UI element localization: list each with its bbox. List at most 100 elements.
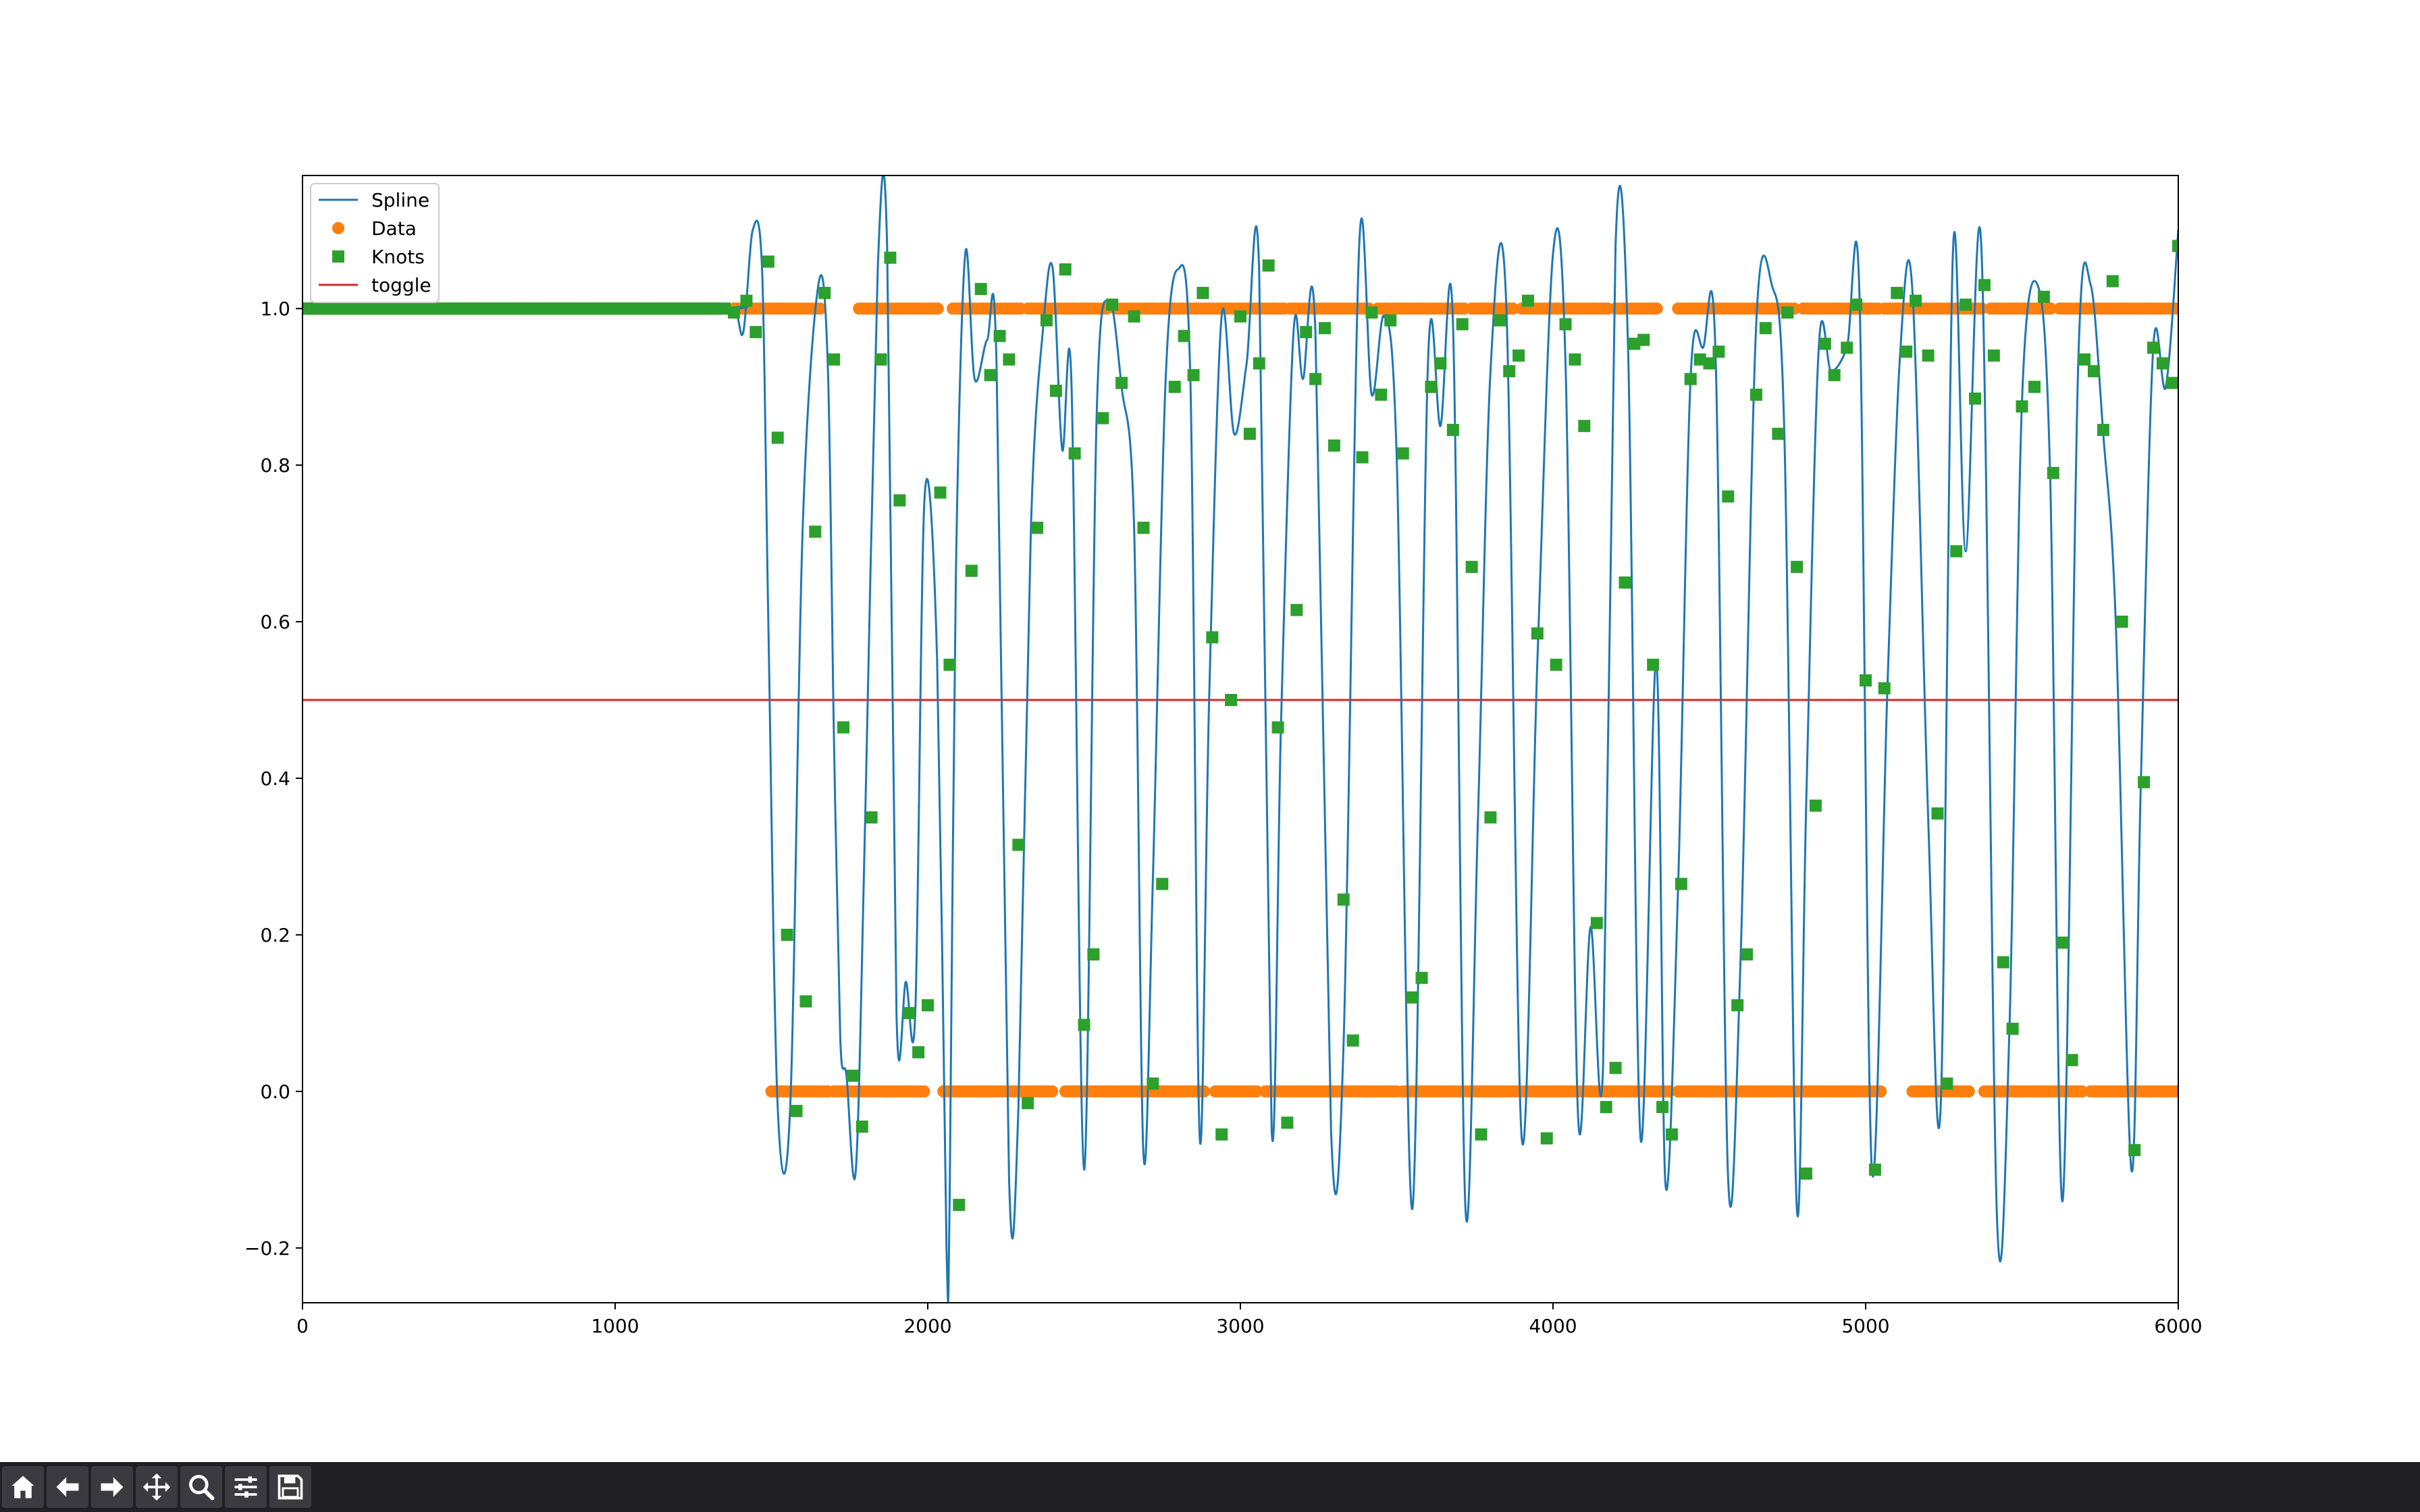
data-point bbox=[932, 302, 944, 315]
knot-point bbox=[2166, 377, 2178, 389]
knot-point bbox=[1169, 381, 1181, 393]
configure-button[interactable] bbox=[225, 1466, 267, 1508]
knot-point bbox=[1357, 452, 1369, 464]
knot-point bbox=[1397, 448, 1409, 460]
data-point bbox=[1651, 302, 1663, 315]
knot-point bbox=[1891, 287, 1903, 299]
knot-point bbox=[1731, 999, 1743, 1011]
data-point bbox=[1198, 1085, 1210, 1098]
knot-point bbox=[866, 811, 878, 824]
save-button[interactable] bbox=[269, 1466, 311, 1508]
knot-point bbox=[1434, 357, 1446, 369]
data-point bbox=[2171, 1085, 2183, 1098]
knot-point bbox=[1878, 682, 1891, 695]
knot-point bbox=[884, 252, 896, 264]
knot-point bbox=[984, 369, 997, 381]
knot-point bbox=[1829, 369, 1841, 381]
knot-point bbox=[1781, 306, 1793, 319]
knot-point bbox=[772, 432, 784, 444]
knot-point bbox=[2078, 354, 2090, 366]
x-tick-label: 1000 bbox=[591, 1315, 639, 1337]
knot-point bbox=[1475, 1129, 1488, 1141]
y-tick-label: 0.6 bbox=[260, 611, 290, 633]
knot-point bbox=[856, 1120, 868, 1133]
knot-point bbox=[1137, 522, 1149, 534]
x-tick-label: 6000 bbox=[2154, 1315, 2202, 1337]
knot-point bbox=[2107, 275, 2119, 288]
knot-point bbox=[2147, 342, 2159, 354]
knot-point bbox=[1569, 354, 1581, 366]
knot-point bbox=[1969, 393, 1981, 405]
knot-point bbox=[1244, 428, 1256, 440]
knot-point bbox=[893, 494, 905, 506]
knot-point bbox=[762, 256, 774, 268]
back-button[interactable] bbox=[47, 1466, 88, 1508]
home-button[interactable] bbox=[2, 1466, 44, 1508]
knot-point bbox=[1666, 1129, 1678, 1141]
arrow-right-icon bbox=[97, 1472, 127, 1502]
knot-point bbox=[1206, 631, 1218, 643]
forward-button[interactable] bbox=[91, 1466, 133, 1508]
zoom-button[interactable] bbox=[180, 1466, 222, 1508]
x-tick-label: 3000 bbox=[1216, 1315, 1264, 1337]
knot-point bbox=[847, 1070, 859, 1082]
knot-point bbox=[2047, 467, 2059, 479]
knot-point bbox=[1560, 318, 1572, 330]
knot-point bbox=[1685, 373, 1697, 385]
knot-point bbox=[1900, 346, 1912, 358]
knot-point bbox=[1069, 448, 1081, 460]
knot-point bbox=[1003, 354, 1015, 366]
spline-line bbox=[302, 173, 2178, 1302]
knot-point bbox=[2007, 1023, 2019, 1035]
knot-point bbox=[1850, 298, 1862, 310]
legend-toggle-label: toggle bbox=[371, 274, 431, 296]
knot-point bbox=[2116, 616, 2128, 628]
knot-point bbox=[903, 1007, 915, 1019]
knot-point bbox=[818, 287, 831, 299]
knot-point bbox=[1931, 807, 1943, 819]
knot-point bbox=[1196, 287, 1209, 299]
knot-point bbox=[1447, 424, 1459, 436]
legend-spline-label: Spline bbox=[371, 189, 429, 211]
knot-point bbox=[1503, 365, 1515, 377]
move-icon bbox=[142, 1472, 172, 1502]
floppy-icon bbox=[275, 1472, 305, 1502]
knot-point bbox=[875, 354, 887, 366]
axes-frame bbox=[302, 176, 2178, 1303]
data-point bbox=[1046, 1085, 1058, 1098]
knot-point bbox=[1128, 310, 1140, 323]
y-tick-label: 0.2 bbox=[260, 924, 290, 946]
knot-point bbox=[1347, 1034, 1359, 1046]
knot-point bbox=[1338, 894, 1350, 906]
y-tick-label: 0.8 bbox=[260, 454, 290, 477]
knot-point bbox=[2097, 424, 2109, 436]
knot-point bbox=[953, 1199, 965, 1211]
knot-point bbox=[1619, 576, 1631, 589]
knot-point bbox=[1156, 878, 1168, 890]
knot-point bbox=[1365, 306, 1377, 319]
knot-point bbox=[1791, 561, 1803, 573]
knot-point bbox=[1512, 350, 1525, 362]
knot-point bbox=[1115, 377, 1128, 389]
knot-point bbox=[1922, 350, 1935, 362]
knot-point bbox=[1722, 490, 1734, 502]
knot-point bbox=[1263, 259, 1275, 271]
knot-point bbox=[1750, 389, 1762, 401]
knot-point bbox=[740, 295, 752, 307]
knot-point bbox=[1800, 1168, 1812, 1180]
knot-point bbox=[1610, 1062, 1622, 1074]
knot-point bbox=[1253, 357, 1265, 369]
pan-button[interactable] bbox=[136, 1466, 178, 1508]
knot-point bbox=[1416, 972, 1428, 984]
knot-point bbox=[1959, 298, 1972, 310]
legend-knots-label: Knots bbox=[371, 246, 425, 268]
knot-point bbox=[1319, 322, 1331, 334]
knot-point bbox=[1600, 1101, 1612, 1113]
knot-point bbox=[1941, 1077, 1953, 1089]
knot-point bbox=[2038, 291, 2050, 303]
knot-point bbox=[1494, 315, 1506, 327]
knot-point bbox=[799, 996, 812, 1008]
knot-point bbox=[975, 283, 987, 295]
x-tick-label: 2000 bbox=[903, 1315, 951, 1337]
knot-point bbox=[1860, 674, 1872, 686]
